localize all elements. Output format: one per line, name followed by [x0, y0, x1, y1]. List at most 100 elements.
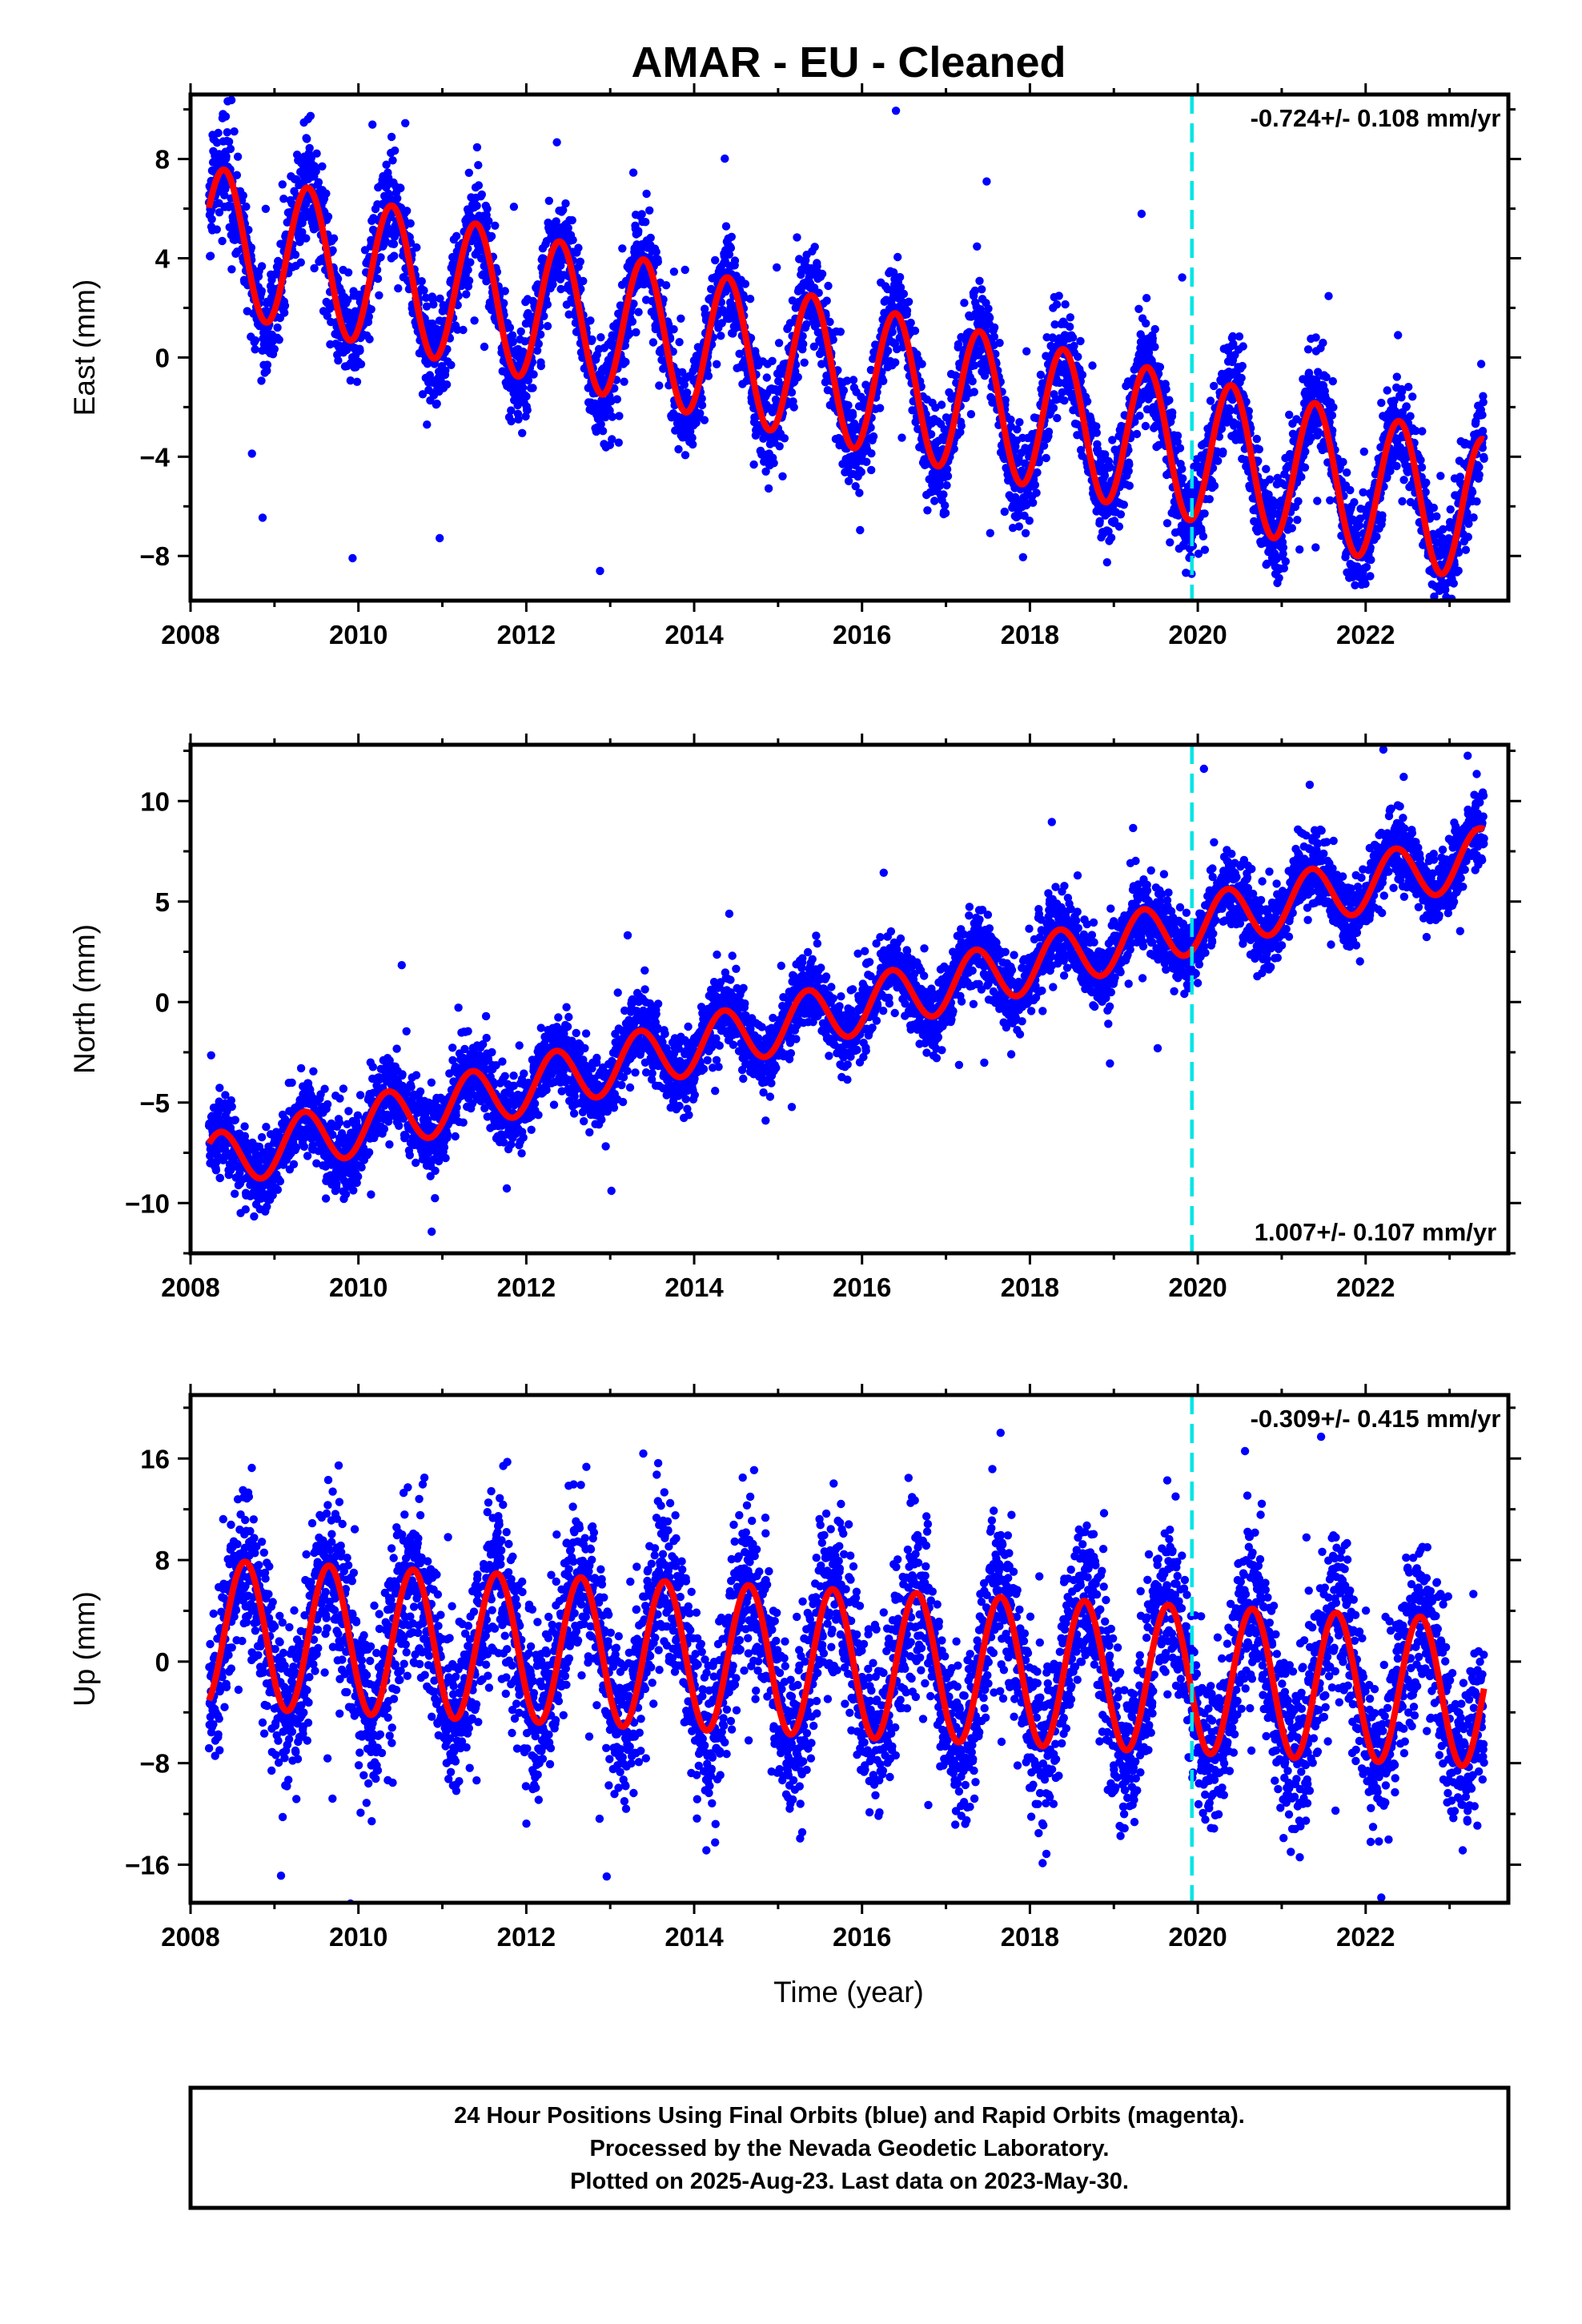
data-point [552, 217, 560, 226]
data-point [939, 490, 948, 499]
data-point [995, 339, 1004, 348]
data-point [417, 277, 426, 286]
data-point [681, 265, 689, 275]
data-point [552, 138, 561, 147]
data-point [1281, 557, 1291, 566]
data-point [1014, 522, 1024, 531]
data-point [1178, 474, 1187, 483]
data-point [278, 180, 287, 189]
data-point [523, 405, 532, 415]
data-point [930, 497, 939, 505]
data-point [491, 221, 500, 230]
data-point [825, 317, 834, 327]
data-point [251, 345, 259, 354]
data-point [1052, 300, 1062, 309]
data-point [942, 480, 951, 490]
data-point [1252, 434, 1262, 444]
data-point [390, 232, 400, 241]
data-point [895, 272, 905, 282]
data-point [483, 204, 492, 213]
data-point [356, 360, 366, 368]
data-point [1162, 384, 1170, 394]
data-point [653, 257, 662, 267]
data-point [257, 262, 267, 271]
data-point [856, 525, 865, 535]
data-point [556, 261, 565, 270]
data-point [601, 412, 610, 422]
data-point [614, 438, 623, 447]
data-point [1175, 444, 1185, 452]
data-point [768, 356, 777, 365]
data-point [1200, 545, 1210, 554]
data-point [717, 332, 725, 340]
data-point [474, 161, 483, 170]
data-point [388, 156, 397, 165]
data-point [568, 235, 577, 244]
data-point [574, 243, 583, 252]
data-point [508, 338, 517, 347]
data-point [423, 420, 432, 429]
data-point [487, 231, 496, 241]
data-point [401, 119, 410, 127]
data-point [642, 189, 651, 199]
data-point [669, 325, 678, 334]
data-point [1078, 370, 1087, 380]
data-point [1155, 363, 1165, 372]
data-point [713, 360, 721, 368]
data-point [556, 284, 565, 294]
data-point [1068, 333, 1078, 342]
data-point [528, 384, 537, 392]
data-point [466, 258, 475, 267]
data-point [774, 339, 784, 348]
data-point [389, 239, 399, 248]
data-point [1295, 545, 1304, 554]
data-point [1166, 538, 1174, 547]
data-point [879, 376, 888, 385]
data-point [214, 128, 223, 138]
data-point [391, 146, 400, 155]
data-point [775, 442, 784, 451]
data-point [711, 255, 720, 265]
data-point [778, 472, 787, 480]
data-point [258, 513, 267, 522]
data-point [596, 420, 605, 428]
data-point [1044, 428, 1054, 436]
data-point [1285, 410, 1294, 420]
data-point [507, 416, 516, 426]
data-point [518, 428, 527, 437]
data-point [789, 403, 798, 412]
data-point [390, 251, 399, 260]
data-point [615, 412, 624, 420]
data-point [318, 162, 327, 171]
data-point [376, 253, 385, 262]
data-point [700, 416, 709, 424]
data-point [960, 299, 969, 308]
data-point [1033, 468, 1042, 477]
data-point [464, 265, 472, 275]
data-point [641, 218, 650, 227]
data-point [1060, 396, 1069, 405]
data-point [957, 421, 966, 430]
data-point [605, 406, 614, 415]
data-point [224, 137, 234, 147]
data-point [677, 314, 685, 323]
data-point [220, 191, 229, 199]
data-point [1214, 456, 1223, 465]
data-point [432, 399, 441, 408]
data-point [984, 304, 993, 313]
data-point [206, 251, 215, 260]
data-point [943, 472, 953, 480]
data-point [608, 412, 617, 421]
data-point [1114, 522, 1124, 531]
data-point [561, 199, 570, 208]
data-point [302, 234, 311, 243]
data-point [1328, 376, 1338, 386]
data-point [568, 215, 576, 225]
data-point [218, 236, 227, 246]
data-point [848, 411, 857, 420]
data-point [333, 275, 343, 283]
data-point [721, 222, 731, 231]
data-point [822, 296, 831, 305]
data-point [393, 194, 402, 203]
data-point [295, 238, 304, 247]
